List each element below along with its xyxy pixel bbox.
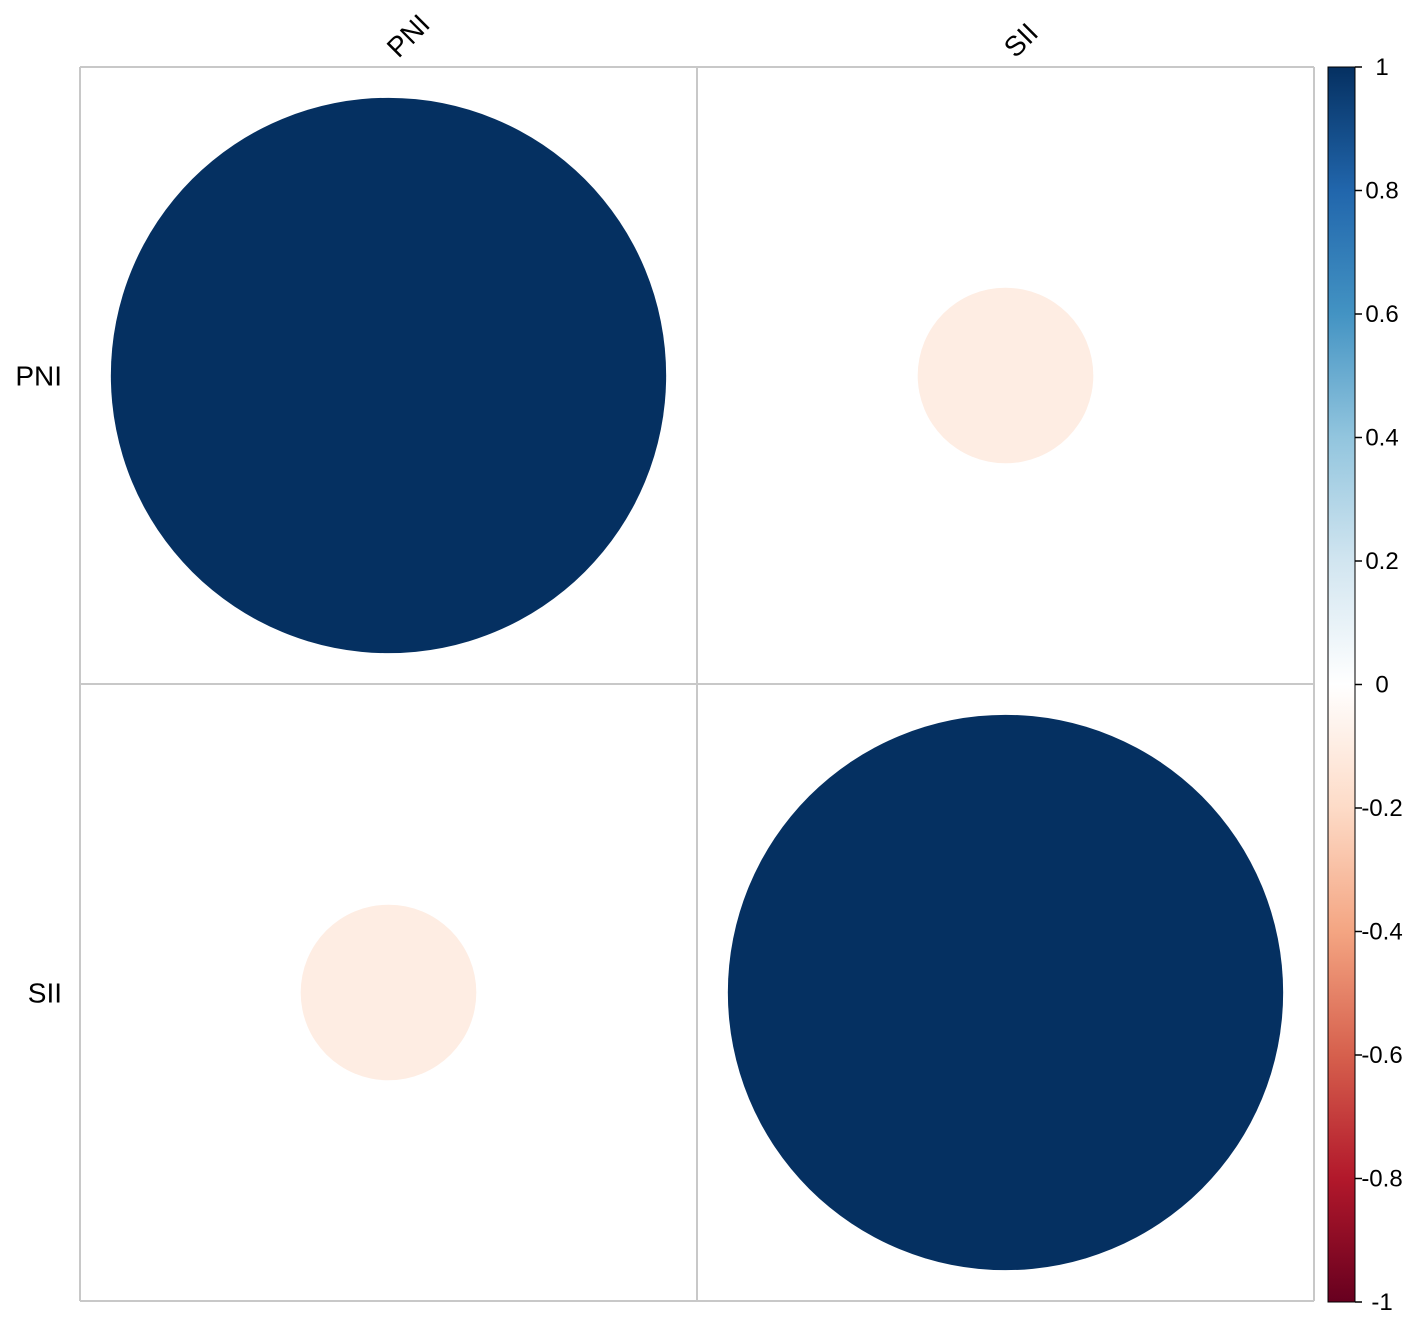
row-label-sii: SII bbox=[28, 978, 62, 1009]
correlation-circle-sii-pni bbox=[300, 904, 477, 1081]
column-label-sii: SII bbox=[998, 17, 1044, 63]
colorbar-tick-label: 0.2 bbox=[1365, 548, 1398, 575]
colorbar-tick-label: 0 bbox=[1375, 672, 1388, 699]
correlation-circle-sii-sii bbox=[727, 714, 1284, 1271]
colorbar-tick-label: 0.6 bbox=[1365, 301, 1398, 328]
correlation-circles bbox=[110, 97, 1284, 1271]
colorbar-tick-label: -0.2 bbox=[1361, 795, 1402, 822]
colorbar-tick-label: -1 bbox=[1371, 1289, 1392, 1316]
row-label-pni: PNI bbox=[15, 361, 62, 392]
colorbar-tick-label: 0.4 bbox=[1365, 425, 1398, 452]
matrix-grid bbox=[79, 66, 1315, 1302]
colorbar-tick-label: -0.6 bbox=[1361, 1042, 1402, 1069]
colorbar-legend: 1 0.8 0.6 0.4 0.2 0 -0.2 -0.4 -0.6 -0.8 -1 bbox=[1327, 54, 1403, 1316]
correlation-circle-pni-pni bbox=[110, 97, 667, 654]
colorbar-tick-label: -0.4 bbox=[1361, 919, 1402, 946]
column-label-pni: PNI bbox=[381, 8, 436, 63]
colorbar-tick-label: 0.8 bbox=[1365, 178, 1398, 205]
colorbar-gradient bbox=[1327, 66, 1356, 1303]
correlation-circle-pni-sii bbox=[917, 287, 1094, 464]
colorbar-tick-label: 1 bbox=[1375, 54, 1388, 81]
colorbar-tick-label: -0.8 bbox=[1361, 1166, 1402, 1193]
